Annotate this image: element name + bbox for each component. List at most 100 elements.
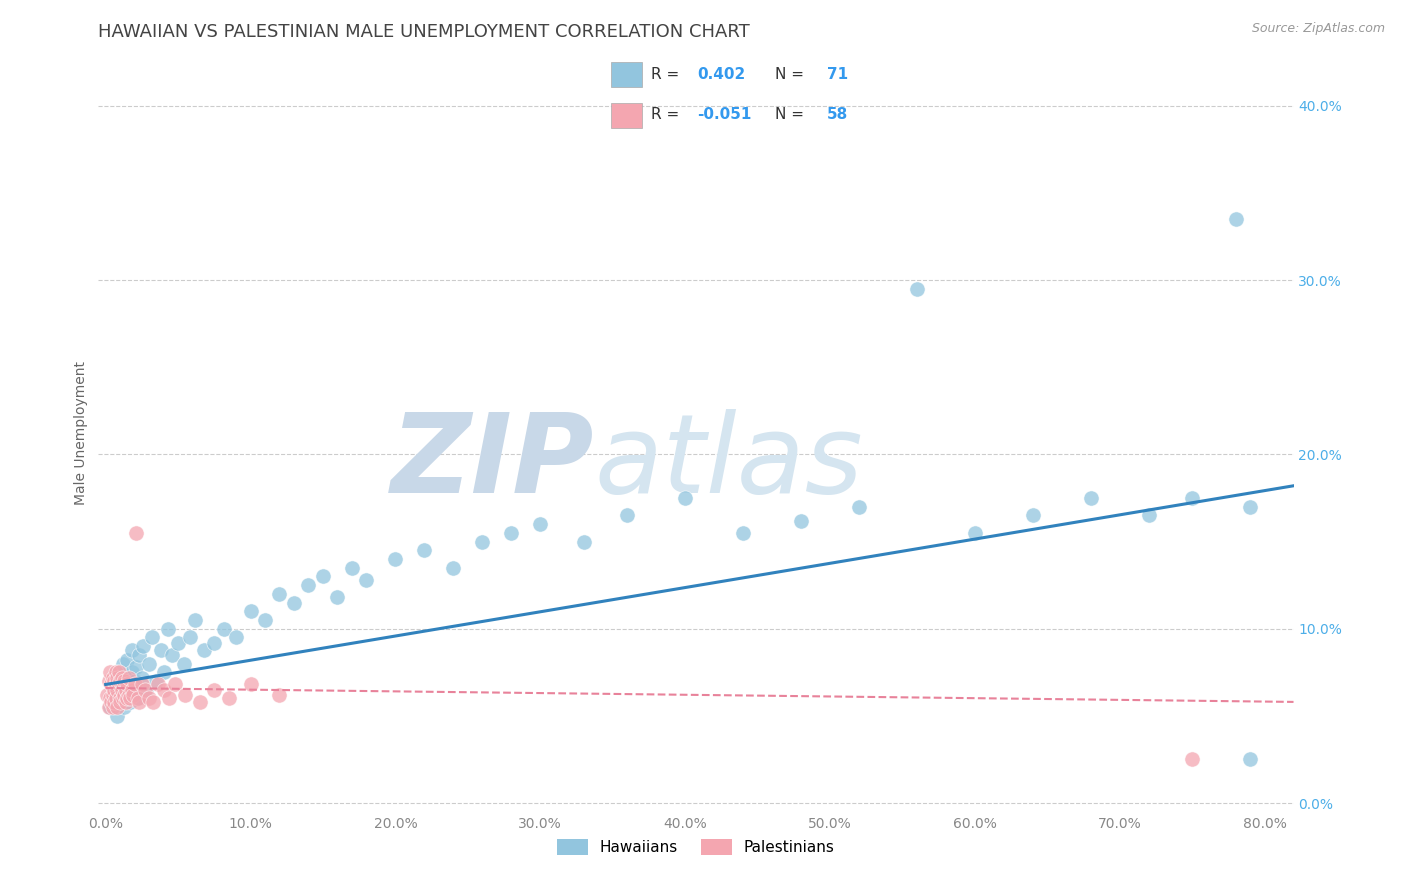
Bar: [610, 103, 641, 128]
Palestinians: [121, 682, 143, 697]
Palestinians: [103, 673, 125, 688]
Palestinians: [112, 691, 135, 706]
Palestinians: [142, 695, 165, 709]
Hawaiians: [104, 682, 127, 697]
Hawaiians: [1080, 491, 1102, 505]
Hawaiians: [112, 677, 135, 691]
Palestinians: [125, 525, 148, 540]
Text: ZIP: ZIP: [391, 409, 595, 516]
Palestinians: [108, 695, 131, 709]
Text: atlas: atlas: [595, 409, 863, 516]
Palestinians: [97, 700, 120, 714]
Hawaiians: [1239, 752, 1261, 766]
Text: N =: N =: [775, 67, 808, 82]
Palestinians: [114, 688, 136, 702]
Palestinians: [118, 671, 141, 685]
Hawaiians: [193, 642, 215, 657]
Bar: [610, 62, 641, 87]
Hawaiians: [124, 673, 146, 688]
Legend: Hawaiians, Palestinians: Hawaiians, Palestinians: [551, 833, 841, 861]
Hawaiians: [141, 631, 163, 645]
Hawaiians: [1022, 508, 1045, 523]
Palestinians: [108, 691, 131, 706]
Hawaiians: [127, 691, 149, 706]
Hawaiians: [963, 525, 986, 540]
Hawaiians: [673, 491, 696, 505]
Text: R =: R =: [651, 67, 685, 82]
Hawaiians: [162, 648, 184, 662]
Palestinians: [146, 677, 169, 691]
Palestinians: [120, 691, 142, 706]
Text: R =: R =: [651, 107, 685, 122]
Palestinians: [104, 677, 127, 691]
Palestinians: [128, 695, 150, 709]
Hawaiians: [167, 635, 190, 649]
Palestinians: [112, 677, 135, 691]
Hawaiians: [98, 700, 121, 714]
Hawaiians: [121, 642, 143, 657]
Palestinians: [105, 671, 128, 685]
Palestinians: [104, 691, 127, 706]
Hawaiians: [848, 500, 870, 514]
Hawaiians: [413, 543, 436, 558]
Hawaiians: [112, 657, 135, 671]
Hawaiians: [117, 653, 139, 667]
Hawaiians: [173, 657, 195, 671]
Palestinians: [115, 682, 138, 697]
Hawaiians: [122, 686, 145, 700]
Palestinians: [218, 691, 240, 706]
Palestinians: [138, 691, 160, 706]
Hawaiians: [905, 282, 928, 296]
Hawaiians: [572, 534, 595, 549]
Hawaiians: [225, 631, 247, 645]
Palestinians: [188, 695, 211, 709]
Palestinians: [117, 677, 139, 691]
Palestinians: [107, 677, 129, 691]
Palestinians: [101, 671, 124, 685]
Palestinians: [124, 677, 146, 691]
Hawaiians: [115, 671, 138, 685]
Palestinians: [103, 695, 125, 709]
Hawaiians: [616, 508, 638, 523]
Palestinians: [174, 688, 197, 702]
Palestinians: [131, 677, 153, 691]
Palestinians: [108, 673, 131, 688]
Palestinians: [100, 695, 122, 709]
Hawaiians: [125, 660, 148, 674]
Palestinians: [101, 688, 124, 702]
Hawaiians: [120, 695, 142, 709]
Hawaiians: [131, 671, 153, 685]
Palestinians: [115, 695, 138, 709]
Hawaiians: [1181, 491, 1204, 505]
Hawaiians: [152, 665, 174, 680]
Palestinians: [105, 682, 128, 697]
Palestinians: [117, 691, 139, 706]
Hawaiians: [501, 525, 523, 540]
Palestinians: [114, 673, 136, 688]
Palestinians: [134, 682, 156, 697]
Palestinians: [104, 665, 127, 680]
Hawaiians: [110, 688, 132, 702]
Hawaiians: [269, 587, 291, 601]
Hawaiians: [312, 569, 335, 583]
Palestinians: [98, 691, 121, 706]
Text: 71: 71: [827, 67, 848, 82]
Text: HAWAIIAN VS PALESTINIAN MALE UNEMPLOYMENT CORRELATION CHART: HAWAIIAN VS PALESTINIAN MALE UNEMPLOYMEN…: [98, 23, 751, 41]
Hawaiians: [326, 591, 349, 605]
Text: Source: ZipAtlas.com: Source: ZipAtlas.com: [1251, 22, 1385, 36]
Hawaiians: [1225, 212, 1247, 227]
Hawaiians: [184, 613, 207, 627]
Hawaiians: [384, 552, 406, 566]
Palestinians: [157, 691, 180, 706]
Palestinians: [239, 677, 262, 691]
Hawaiians: [441, 560, 464, 574]
Palestinians: [269, 688, 291, 702]
Hawaiians: [202, 635, 225, 649]
Text: 0.402: 0.402: [697, 67, 745, 82]
Hawaiians: [114, 700, 136, 714]
Hawaiians: [121, 665, 143, 680]
Text: N =: N =: [775, 107, 808, 122]
Hawaiians: [138, 657, 160, 671]
Palestinians: [1181, 752, 1204, 766]
Hawaiians: [135, 682, 157, 697]
